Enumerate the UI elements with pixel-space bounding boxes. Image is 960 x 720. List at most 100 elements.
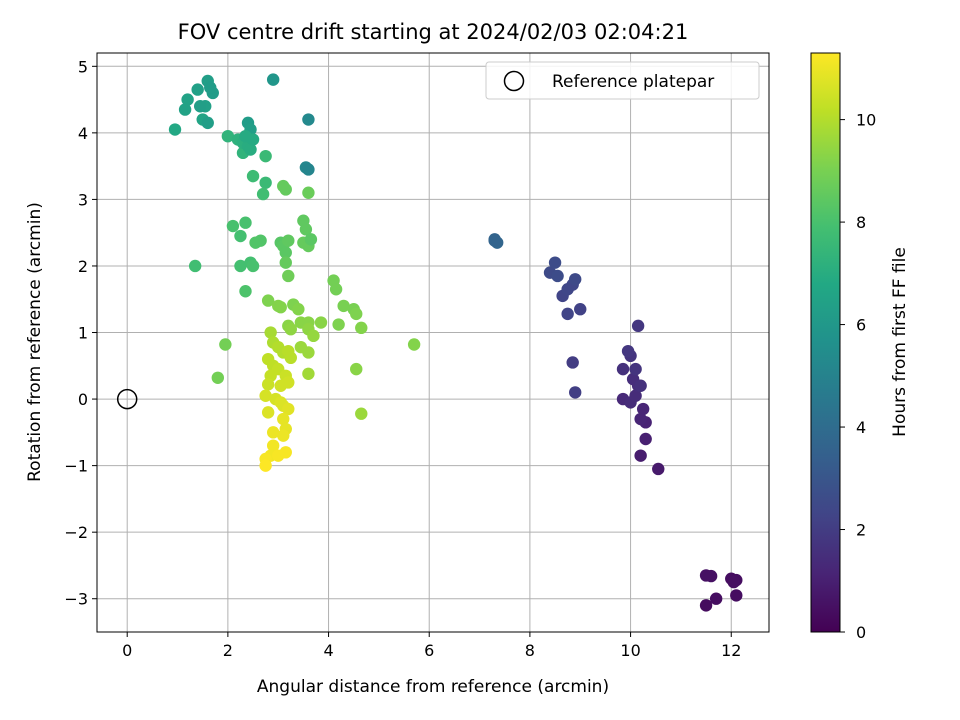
x-axis-label: Angular distance from reference (arcmin) [257,677,609,697]
data-point [264,326,277,339]
x-tick-label: 6 [424,641,434,660]
data-point [709,592,723,605]
data-point [259,149,272,163]
x-tick-label: 12 [721,641,741,660]
data-point [168,123,182,136]
data-point [219,338,232,351]
data-point [634,412,647,426]
colorbar-label: Hours from first FF file [890,247,910,437]
colorbar-ticks: 0 2 4 6 8 10 [840,111,876,642]
data-point [201,116,214,130]
y-tick-label: 4 [78,124,88,143]
data-point [355,407,368,420]
data-point [181,93,194,106]
data-point [284,351,297,365]
data-point [574,303,587,316]
data-point [727,575,740,589]
data-point [616,362,630,376]
data-point [239,129,252,143]
data-point [259,459,272,472]
x-tick-label: 0 [122,641,132,660]
data-point [282,376,295,389]
data-point [621,344,635,358]
y-axis-label: Rotation from reference (arcmin) [25,202,45,482]
data-point [254,234,267,247]
data-point [652,462,665,476]
data-point [332,318,345,331]
colorbar-gradient [810,52,841,633]
data-point [569,273,582,286]
grid-lines [97,53,769,632]
data-point [221,129,235,143]
data-point [566,356,579,369]
data-point [350,362,363,376]
y-tick-label: 5 [78,57,88,76]
data-point [294,340,308,354]
data-point [256,187,270,201]
y-tick-label: 0 [78,390,88,409]
data-point [274,301,287,314]
plot-frame [96,52,770,633]
data-point [259,389,272,402]
data-point [561,307,574,321]
data-point [266,426,280,439]
data-point [279,446,292,459]
data-point [266,73,280,86]
data-point [226,219,240,233]
x-tick-label: 10 [620,641,640,660]
data-point [239,216,252,229]
data-point [266,439,280,452]
x-axis-ticks: 0 2 4 6 8 10 12 [122,632,741,660]
data-point [302,163,315,176]
data-point [204,81,217,94]
data-point [730,589,743,602]
data-point [488,234,501,247]
data-point [284,322,297,336]
data-point [634,449,647,462]
data-point [178,103,192,116]
data-point [261,378,275,391]
legend-marker [503,70,525,92]
data-point [246,259,260,273]
data-point [261,406,275,419]
data-point [304,233,318,246]
legend-box [485,61,760,100]
y-tick-label: −2 [64,523,88,542]
data-point [282,269,295,283]
colorbar-tick-label: 4 [856,418,866,437]
data-point [234,259,247,273]
colorbar-tick-label: 2 [856,521,866,540]
data-point [350,307,363,321]
data-point [302,367,315,380]
data-point [211,371,225,384]
data-point [279,246,292,259]
data-point [282,402,295,416]
y-tick-label: −1 [64,457,88,476]
data-point [639,432,652,446]
x-tick-label: 2 [223,641,233,660]
reference-platepar-marker [116,388,138,410]
data-point [302,186,315,199]
data-point [234,229,247,243]
data-point [548,256,562,269]
x-tick-label: 4 [323,641,333,660]
data-point [337,299,350,313]
data-point [244,143,257,156]
legend: Reference platepar [485,61,760,100]
data-point [277,429,290,442]
data-point [355,321,368,335]
colorbar-tick-label: 8 [856,213,866,232]
colorbar-tick-label: 10 [856,111,876,130]
data-point [239,285,252,298]
data-point [279,256,292,269]
data-point [188,259,202,273]
chart-title: FOV centre drift starting at 2024/02/03 … [178,20,689,44]
data-point [631,319,645,333]
data-point [193,100,207,113]
data-point [307,329,320,343]
data-point [699,599,713,612]
data-point [191,83,204,96]
data-point [314,316,328,329]
data-point [282,234,295,247]
